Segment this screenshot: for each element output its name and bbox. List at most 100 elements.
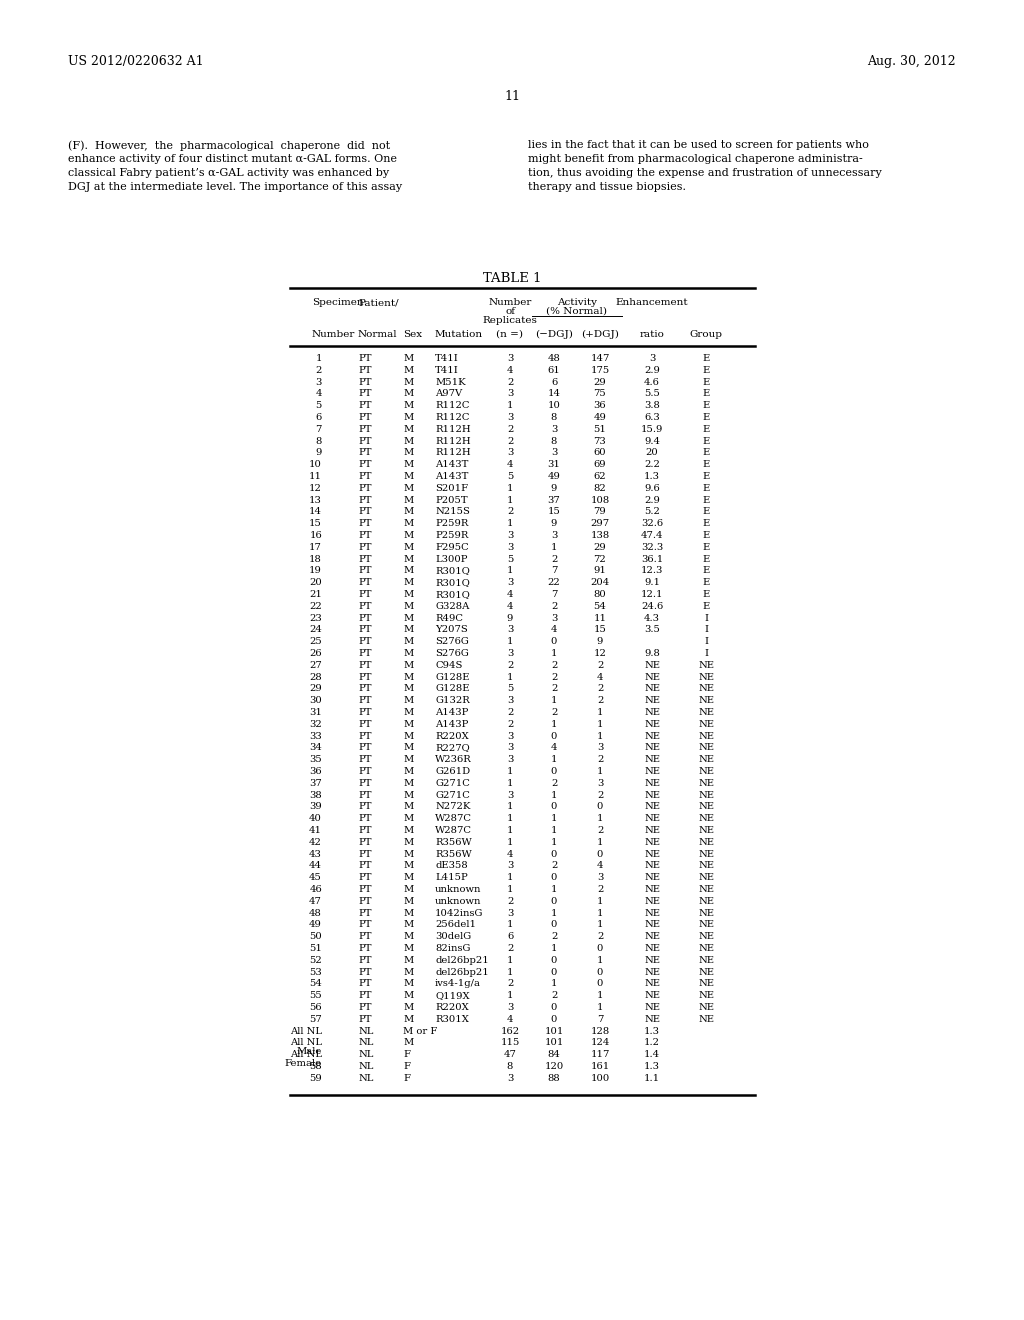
- Text: M: M: [403, 884, 414, 894]
- Text: 162: 162: [501, 1027, 519, 1036]
- Text: M: M: [403, 378, 414, 387]
- Text: 3: 3: [551, 449, 557, 458]
- Text: 37: 37: [309, 779, 322, 788]
- Text: NL: NL: [358, 1039, 374, 1047]
- Text: F295C: F295C: [435, 543, 469, 552]
- Text: 9.6: 9.6: [644, 484, 659, 492]
- Text: 12.3: 12.3: [641, 566, 664, 576]
- Text: NE: NE: [644, 743, 660, 752]
- Text: 15: 15: [548, 507, 560, 516]
- Text: M: M: [403, 661, 414, 669]
- Text: 1: 1: [551, 696, 557, 705]
- Text: 15: 15: [309, 519, 322, 528]
- Text: NE: NE: [644, 1015, 660, 1024]
- Text: NE: NE: [644, 696, 660, 705]
- Text: 0: 0: [551, 920, 557, 929]
- Text: M: M: [403, 1039, 414, 1047]
- Text: R301Q: R301Q: [435, 566, 470, 576]
- Text: 204: 204: [591, 578, 609, 587]
- Text: PT: PT: [358, 473, 372, 480]
- Text: 6.3: 6.3: [644, 413, 659, 422]
- Text: 1: 1: [507, 495, 513, 504]
- Text: TABLE 1: TABLE 1: [482, 272, 542, 285]
- Text: M: M: [403, 554, 414, 564]
- Text: 0: 0: [597, 979, 603, 989]
- Text: lies in the fact that it can be used to screen for patients who: lies in the fact that it can be used to …: [528, 140, 869, 150]
- Text: might benefit from pharmacological chaperone administra-: might benefit from pharmacological chape…: [528, 154, 863, 164]
- Text: C94S: C94S: [435, 661, 463, 669]
- Text: 14: 14: [548, 389, 560, 399]
- Text: M: M: [403, 449, 414, 458]
- Text: 4: 4: [507, 366, 513, 375]
- Text: 3: 3: [551, 614, 557, 623]
- Text: PT: PT: [358, 791, 372, 800]
- Text: NE: NE: [698, 896, 714, 906]
- Text: 1: 1: [551, 944, 557, 953]
- Text: M: M: [403, 696, 414, 705]
- Text: I: I: [705, 638, 708, 647]
- Text: Female: Female: [285, 1059, 322, 1068]
- Text: M: M: [403, 719, 414, 729]
- Text: 51: 51: [309, 944, 322, 953]
- Text: PT: PT: [358, 673, 372, 681]
- Text: E: E: [702, 473, 710, 480]
- Text: NE: NE: [644, 661, 660, 669]
- Text: PT: PT: [358, 908, 372, 917]
- Text: del26bp21: del26bp21: [435, 968, 488, 977]
- Text: Male: Male: [297, 1047, 322, 1056]
- Text: E: E: [702, 519, 710, 528]
- Text: 2: 2: [507, 719, 513, 729]
- Text: M: M: [403, 791, 414, 800]
- Text: 138: 138: [591, 531, 609, 540]
- Text: 0: 0: [551, 1003, 557, 1012]
- Text: T41I: T41I: [435, 354, 459, 363]
- Text: PT: PT: [358, 461, 372, 469]
- Text: 1: 1: [597, 719, 603, 729]
- Text: 48: 48: [309, 908, 322, 917]
- Text: 1: 1: [597, 814, 603, 824]
- Text: Number: Number: [488, 298, 531, 308]
- Text: PT: PT: [358, 638, 372, 647]
- Text: 1: 1: [551, 649, 557, 657]
- Text: 36.1: 36.1: [641, 554, 664, 564]
- Text: Patient/: Patient/: [358, 298, 398, 308]
- Text: 2: 2: [507, 437, 513, 446]
- Text: F: F: [403, 1051, 410, 1059]
- Text: M: M: [403, 366, 414, 375]
- Text: classical Fabry patient’s α-GAL activity was enhanced by: classical Fabry patient’s α-GAL activity…: [68, 168, 389, 178]
- Text: NE: NE: [644, 803, 660, 812]
- Text: 2: 2: [597, 661, 603, 669]
- Text: NE: NE: [698, 731, 714, 741]
- Text: 1.1: 1.1: [644, 1073, 660, 1082]
- Text: M: M: [403, 767, 414, 776]
- Text: 31: 31: [309, 708, 322, 717]
- Text: NE: NE: [644, 932, 660, 941]
- Text: I: I: [705, 649, 708, 657]
- Text: 9: 9: [507, 614, 513, 623]
- Text: R112H: R112H: [435, 449, 471, 458]
- Text: 43: 43: [309, 850, 322, 858]
- Text: M51K: M51K: [435, 378, 466, 387]
- Text: PT: PT: [358, 874, 372, 882]
- Text: 3: 3: [507, 908, 513, 917]
- Text: 7: 7: [597, 1015, 603, 1024]
- Text: 1: 1: [507, 566, 513, 576]
- Text: R220X: R220X: [435, 1003, 469, 1012]
- Text: (−DGJ): (−DGJ): [536, 330, 573, 339]
- Text: 91: 91: [594, 566, 606, 576]
- Text: 2: 2: [507, 896, 513, 906]
- Text: NE: NE: [644, 991, 660, 1001]
- Text: Normal: Normal: [358, 330, 397, 339]
- Text: F: F: [403, 1063, 410, 1071]
- Text: PT: PT: [358, 519, 372, 528]
- Text: 1: 1: [551, 884, 557, 894]
- Text: 1: 1: [507, 767, 513, 776]
- Text: M: M: [403, 614, 414, 623]
- Text: M: M: [403, 519, 414, 528]
- Text: 20: 20: [645, 449, 658, 458]
- Text: PT: PT: [358, 531, 372, 540]
- Text: A143T: A143T: [435, 473, 468, 480]
- Text: 3: 3: [507, 755, 513, 764]
- Text: 15: 15: [594, 626, 606, 635]
- Text: E: E: [702, 366, 710, 375]
